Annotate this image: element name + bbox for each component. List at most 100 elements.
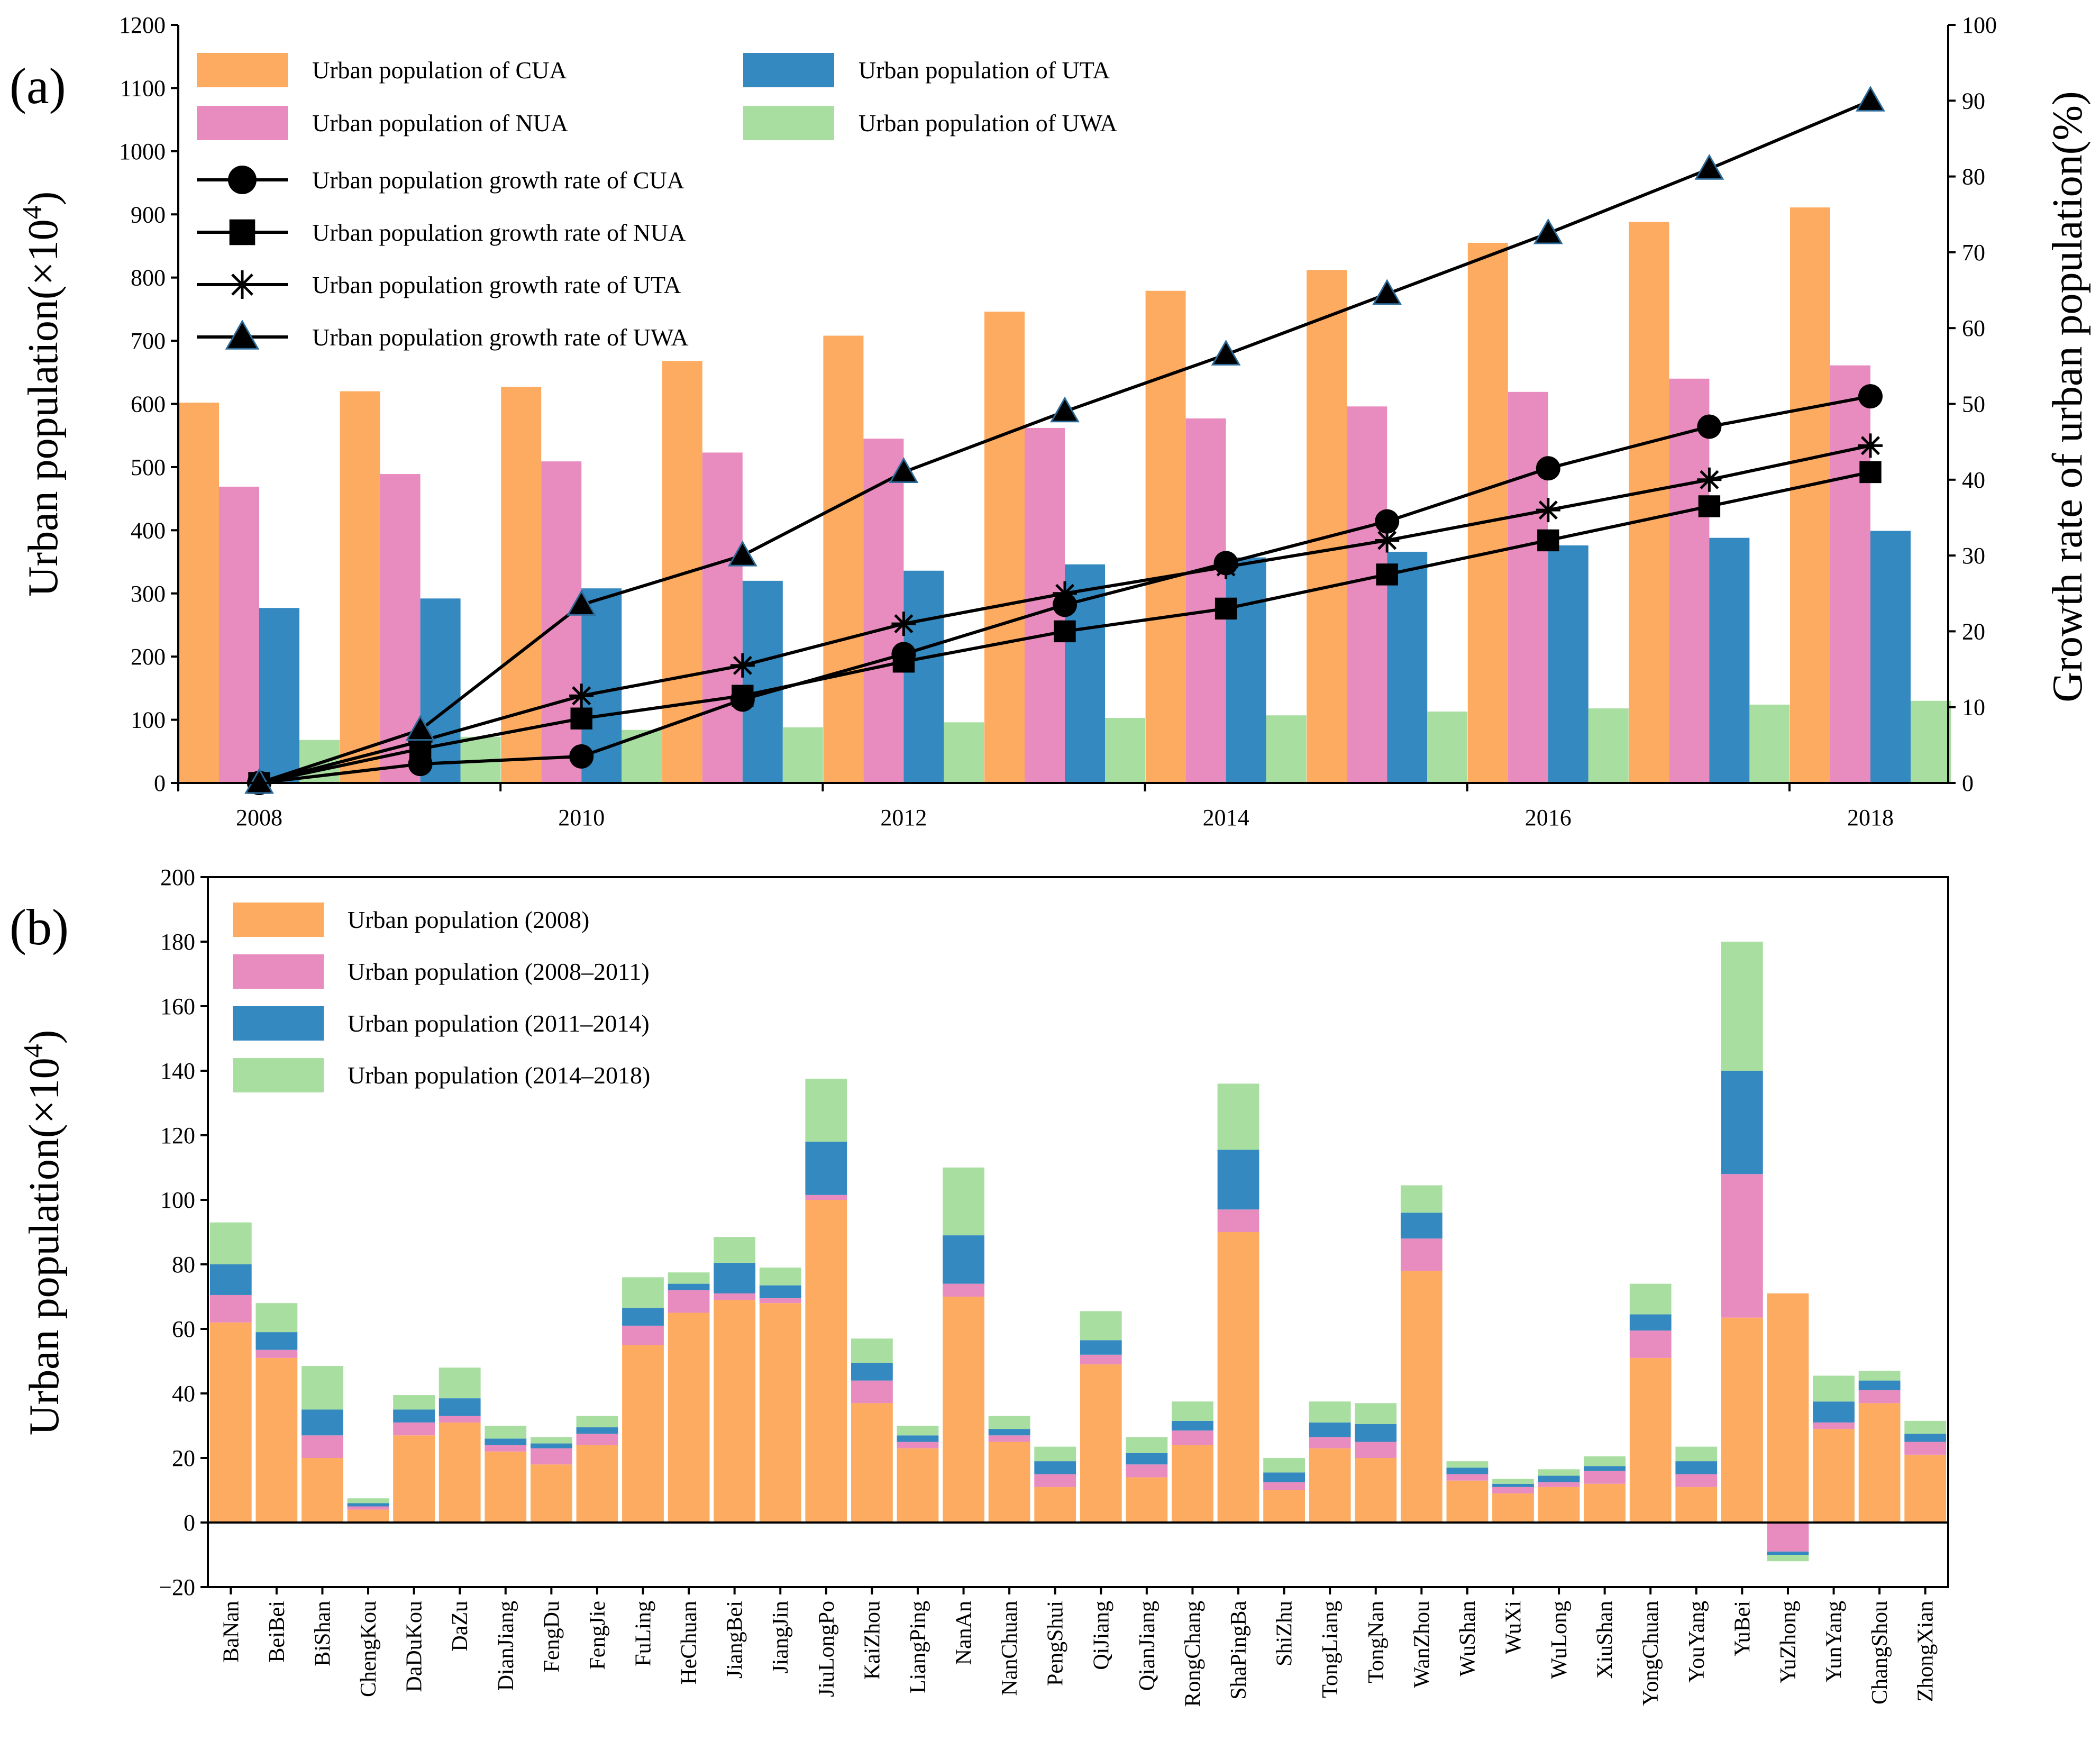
panel-b-y-axis-title: Urban population(×104) [19, 1030, 68, 1436]
bar-b-WuXi-uta [1492, 1483, 1534, 1487]
panel-b-x-tick-label: ChangShou [1868, 1601, 1892, 1704]
panel-b-x-tick-label: WuXi [1502, 1601, 1526, 1654]
bar-b-YuZhong-nua [1767, 1523, 1809, 1552]
bar-b-JiuLongPo-cua [805, 1200, 847, 1523]
legend-a-item-triangle: Urban population growth rate of UWA [197, 320, 689, 351]
bar-b-ZhongXian-nua [1904, 1442, 1947, 1455]
panel-b-x-tick-label: WuLong [1547, 1601, 1572, 1679]
panel-a-y-tick-label: 700 [131, 328, 166, 354]
panel-a-bars [179, 207, 1951, 783]
bar-b-TongLiang-uwa [1309, 1401, 1351, 1423]
bar-b-YuBei-uwa [1721, 942, 1763, 1071]
panel-b-bars [209, 942, 1947, 1562]
point-a-triangle-2011 [727, 540, 757, 567]
legend-a-swatch-uwa [743, 106, 834, 140]
panel-b-x-tick-label: JiangJin [769, 1601, 793, 1674]
bar-b-LiangPing-uta [897, 1435, 939, 1442]
bar-b-JiuLongPo-uwa [805, 1079, 847, 1142]
bar-b-NanChuan-uta [988, 1429, 1030, 1436]
bar-a-cua-2018 [1790, 207, 1830, 783]
panel-b-y-tick-label: 160 [160, 993, 195, 1019]
panel-a-y-tick-label: 300 [131, 581, 166, 607]
panel-a-y2-tick-label: 100 [1962, 12, 1997, 38]
bar-b-ShiZhu-uta [1263, 1472, 1305, 1482]
point-a-triangle-2013 [1050, 396, 1080, 423]
legend-b-swatch-cua [233, 903, 324, 937]
bar-b-TongNan-uwa [1355, 1403, 1397, 1424]
panel-b-x-tick-label: FengJie [586, 1601, 610, 1670]
panel-a-y2-tick-label: 30 [1962, 543, 1985, 569]
bar-b-QiJiang-uta [1080, 1340, 1122, 1355]
bar-b-YouYang-nua [1675, 1474, 1718, 1487]
bar-b-XiuShan-cua [1584, 1483, 1626, 1523]
bar-a-uta-2014 [1226, 557, 1266, 783]
panel-b-x-tick-label: QianJiang [1135, 1601, 1159, 1691]
point-a-circle-2018 [1858, 384, 1883, 409]
bar-b-RongChang-uwa [1172, 1401, 1213, 1421]
panel-b-x-tick-label: DaDuKou [403, 1601, 427, 1692]
panel-a-x-tick-label: 2014 [1203, 805, 1249, 831]
legend-a-marker-square [229, 219, 255, 245]
bar-a-uwa-2013 [1105, 718, 1145, 783]
panel-a-legend: Urban population of CUA Urban population … [197, 53, 1117, 351]
panel-b-y-tick-label: −20 [159, 1574, 195, 1600]
point-a-circle-2016 [1536, 456, 1560, 481]
bar-a-cua-2008 [179, 403, 219, 783]
legend-a-label-star: Urban population growth rate of UTA [312, 271, 681, 298]
bar-b-RongChang-nua [1172, 1430, 1213, 1445]
point-a-square-2010 [570, 707, 592, 730]
point-a-square-2012 [892, 651, 915, 673]
bar-b-QianJiang-cua [1126, 1477, 1168, 1523]
bar-b-BiShan-cua [302, 1458, 343, 1523]
bar-b-DaDuKou-cua [393, 1435, 435, 1523]
bar-b-NanAn-cua [943, 1297, 984, 1523]
panel-b-y-tick-label: 120 [160, 1123, 195, 1148]
bar-b-YouYang-uwa [1675, 1446, 1718, 1462]
point-a-square-2018 [1859, 461, 1882, 484]
panel-b-x-tick-label: WuShan [1456, 1601, 1480, 1676]
bar-b-ChangShou-nua [1858, 1390, 1901, 1403]
bar-b-YuZhong-uwa [1767, 1555, 1809, 1562]
bar-b-WanZhou-cua [1400, 1271, 1442, 1523]
panel-a-y2-tick-label: 10 [1962, 695, 1985, 721]
bar-b-NanAn-uta [943, 1235, 984, 1284]
bar-b-XiuShan-uta [1584, 1466, 1626, 1471]
bar-b-WuLong-uwa [1538, 1469, 1580, 1476]
panel-a-y-tick-label: 1200 [119, 12, 166, 38]
bar-b-FengJie-cua [576, 1445, 618, 1523]
point-a-triangle-2017 [1694, 153, 1724, 180]
bar-b-ShaPingBa-cua [1217, 1232, 1259, 1523]
bar-b-ChangShou-cua [1858, 1403, 1901, 1523]
panel-b-x-tick-label: TongNan [1364, 1601, 1389, 1683]
bar-b-QiJiang-uwa [1080, 1311, 1122, 1341]
panel-a-y2-tick-label: 40 [1962, 467, 1985, 493]
legend-a-label-triangle: Urban population growth rate of UWA [312, 324, 689, 351]
bar-b-FuLing-nua [622, 1325, 664, 1345]
bar-b-WuShan-uta [1446, 1467, 1489, 1474]
panel-a-y2-tick-label: 70 [1962, 240, 1985, 266]
legend-a-swatch-nua [197, 106, 288, 140]
point-a-square-2017 [1698, 495, 1721, 517]
point-a-star-2014 [1213, 554, 1238, 579]
bar-a-cua-2012 [823, 335, 864, 783]
bar-a-nua-2016 [1508, 391, 1548, 783]
panel-a-y2-tick-label: 60 [1962, 315, 1985, 341]
bar-b-ZhongXian-uwa [1904, 1420, 1947, 1434]
legend-a-item-uta: Urban population of UTA [743, 53, 1110, 87]
bar-b-KaiZhou-nua [851, 1380, 893, 1403]
bar-a-uwa-2017 [1749, 704, 1790, 783]
panel-a-axes: 0100200300400500600700800900100011001200… [119, 12, 1997, 831]
panel-a-y2-axis-title: Growth rate of urban population(%) [2044, 91, 2091, 702]
bar-b-LiangPing-cua [897, 1448, 939, 1523]
panel-a-y-tick-label: 100 [131, 707, 166, 733]
point-a-triangle-2015 [1372, 279, 1402, 305]
bar-b-PengShui-uta [1034, 1461, 1076, 1474]
bar-b-HeChuan-nua [668, 1290, 710, 1313]
point-a-square-2011 [732, 685, 754, 707]
point-a-star-2015 [1375, 528, 1400, 553]
legend-b-item-nua: Urban population (2008–2011) [233, 954, 650, 989]
panel-b-x-tick-label: FengDu [540, 1601, 564, 1672]
bar-b-BaNan-cua [209, 1322, 252, 1523]
point-a-circle-2017 [1697, 414, 1722, 439]
point-a-triangle-2018 [1856, 85, 1885, 112]
